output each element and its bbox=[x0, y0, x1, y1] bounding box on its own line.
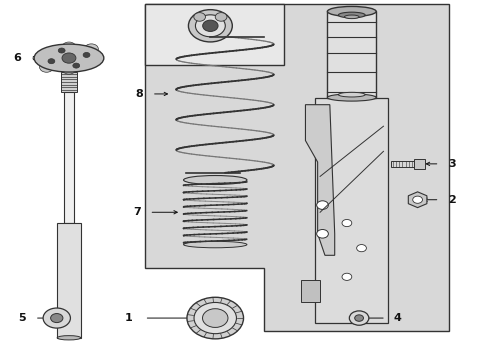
Text: 6: 6 bbox=[13, 53, 21, 63]
Circle shape bbox=[89, 53, 102, 63]
Ellipse shape bbox=[327, 6, 375, 17]
Circle shape bbox=[341, 220, 351, 226]
Circle shape bbox=[78, 59, 91, 69]
Bar bbox=[413, 159, 424, 168]
Circle shape bbox=[356, 244, 366, 252]
Text: 7: 7 bbox=[133, 207, 141, 217]
Polygon shape bbox=[300, 280, 320, 302]
Bar bbox=[63, 92, 74, 223]
Ellipse shape bbox=[34, 44, 103, 72]
Text: 8: 8 bbox=[135, 89, 143, 99]
Circle shape bbox=[73, 63, 80, 68]
Circle shape bbox=[40, 62, 53, 72]
Circle shape bbox=[35, 53, 49, 63]
Bar bbox=[57, 223, 81, 338]
Circle shape bbox=[412, 196, 422, 203]
Ellipse shape bbox=[183, 241, 246, 248]
Text: 1: 1 bbox=[124, 313, 132, 323]
Circle shape bbox=[354, 315, 363, 321]
Circle shape bbox=[43, 308, 70, 328]
Bar bbox=[390, 161, 413, 167]
Polygon shape bbox=[144, 4, 448, 330]
Circle shape bbox=[83, 53, 90, 58]
Ellipse shape bbox=[338, 92, 365, 97]
Circle shape bbox=[193, 13, 205, 21]
Circle shape bbox=[62, 64, 76, 74]
Polygon shape bbox=[305, 105, 334, 255]
Circle shape bbox=[84, 44, 98, 54]
Circle shape bbox=[188, 10, 232, 42]
Circle shape bbox=[215, 13, 226, 21]
Circle shape bbox=[202, 20, 218, 31]
Circle shape bbox=[51, 314, 63, 323]
Circle shape bbox=[48, 59, 55, 64]
Text: 2: 2 bbox=[447, 195, 455, 205]
Bar bbox=[315, 98, 387, 323]
Ellipse shape bbox=[57, 336, 81, 340]
Text: 4: 4 bbox=[392, 313, 400, 323]
Circle shape bbox=[195, 15, 225, 37]
Circle shape bbox=[58, 48, 65, 53]
Circle shape bbox=[46, 46, 60, 57]
Text: 5: 5 bbox=[19, 313, 26, 323]
Bar bbox=[327, 12, 375, 98]
Ellipse shape bbox=[327, 94, 375, 101]
Circle shape bbox=[316, 201, 328, 210]
Circle shape bbox=[186, 297, 243, 339]
Circle shape bbox=[202, 309, 227, 328]
Bar bbox=[61, 72, 77, 92]
Circle shape bbox=[341, 273, 351, 280]
Ellipse shape bbox=[338, 12, 365, 18]
Circle shape bbox=[348, 311, 368, 325]
Circle shape bbox=[62, 42, 76, 52]
Circle shape bbox=[62, 53, 76, 63]
Bar bbox=[144, 4, 283, 65]
Circle shape bbox=[316, 229, 328, 238]
Circle shape bbox=[194, 302, 236, 334]
Ellipse shape bbox=[344, 15, 358, 19]
Text: 3: 3 bbox=[447, 159, 455, 169]
Ellipse shape bbox=[183, 176, 246, 184]
